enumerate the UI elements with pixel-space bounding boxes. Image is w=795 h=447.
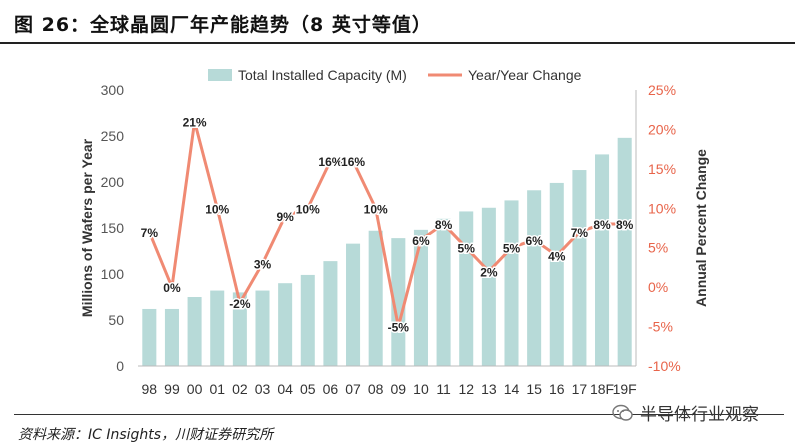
x-tick-label: 09 — [391, 381, 407, 397]
source-note: 资料来源：IC Insights，川财证券研究所 — [18, 427, 274, 443]
data-label: 5% — [458, 242, 476, 256]
bar — [413, 229, 428, 366]
bar — [323, 261, 338, 366]
x-tick-label: 08 — [368, 381, 384, 397]
y-axis-title: Millions of Wafers per Year — [79, 138, 95, 317]
y-tick-label: 0 — [116, 358, 124, 374]
line-layer: 7%0%21%10%-2%3%9%10%16%16%10%-5%6%8%5%2%… — [139, 114, 635, 336]
x-tick-label: 13 — [481, 381, 497, 397]
x-tick-label: 15 — [526, 381, 542, 397]
bar-layer — [142, 137, 632, 366]
y2-tick-label: 0% — [648, 279, 668, 295]
y-tick-label: 150 — [101, 220, 125, 236]
bar — [391, 238, 406, 366]
bar — [549, 182, 564, 366]
legend-label-change: Year/Year Change — [468, 67, 582, 83]
bar — [572, 170, 587, 366]
data-label: 8% — [435, 218, 453, 232]
data-label: 6% — [412, 234, 430, 248]
x-tick-label: 01 — [209, 381, 225, 397]
data-label: 10% — [205, 202, 229, 216]
bar — [617, 137, 632, 366]
bar — [346, 243, 361, 366]
x-tick-label: 10 — [413, 381, 429, 397]
data-label: 10% — [296, 202, 320, 216]
bar — [255, 290, 270, 366]
data-label: 10% — [364, 202, 388, 216]
bar — [368, 230, 383, 366]
data-label: 9% — [276, 210, 294, 224]
capacity-chart: 7%0%21%10%-2%3%9%10%16%16%10%-5%6%8%5%2%… — [79, 67, 709, 397]
data-label: -5% — [388, 321, 410, 335]
data-label: 21% — [183, 116, 207, 130]
title-bar: 图 26：全球晶圆厂年产能趋势（8 英寸等值） — [0, 0, 795, 44]
bar — [481, 207, 496, 366]
y-tick-label: 250 — [101, 128, 125, 144]
y-tick-label: 300 — [101, 82, 125, 98]
data-label: 3% — [254, 257, 272, 271]
y-tick-label: 100 — [101, 266, 125, 282]
y2-tick-label: -5% — [648, 319, 673, 335]
bar — [278, 283, 293, 366]
x-tick-label: 19F — [613, 381, 637, 397]
data-label: 8% — [593, 218, 611, 232]
x-tick-label: 11 — [436, 381, 451, 397]
bar — [187, 297, 202, 366]
watermark: 半导体行业观察 — [612, 400, 759, 425]
x-tick-label: 98 — [142, 381, 158, 397]
data-label: 7% — [141, 226, 159, 240]
bar — [232, 292, 247, 366]
y-tick-label: 50 — [108, 312, 124, 328]
bar — [595, 154, 610, 366]
data-label: 6% — [525, 234, 543, 248]
data-label: 16% — [318, 155, 342, 169]
data-label: 7% — [571, 226, 589, 240]
x-tick-label: 00 — [187, 381, 203, 397]
x-tick-label: 18F — [590, 381, 614, 397]
bar — [164, 308, 179, 366]
data-label: 5% — [503, 242, 521, 256]
x-tick-label: 99 — [164, 381, 180, 397]
y2-tick-label: 10% — [648, 200, 676, 216]
data-label: 16% — [341, 155, 365, 169]
x-tick-label: 14 — [504, 381, 520, 397]
bar — [436, 218, 451, 366]
footer-divider — [14, 414, 784, 415]
x-tick-label: 04 — [277, 381, 293, 397]
bar — [300, 274, 315, 366]
x-tick-label: 05 — [300, 381, 316, 397]
y2-tick-label: 5% — [648, 240, 668, 256]
page-title: 图 26：全球晶圆厂年产能趋势（8 英寸等值） — [14, 14, 432, 36]
x-tick-label: 06 — [323, 381, 339, 397]
bar — [210, 290, 225, 366]
y2-tick-label: 25% — [648, 82, 676, 98]
y2-tick-label: 15% — [648, 161, 676, 177]
y2-tick-label: -10% — [648, 358, 681, 374]
data-label: 4% — [548, 250, 566, 264]
x-tick-label: 03 — [255, 381, 271, 397]
bar — [142, 308, 157, 366]
x-tick-label: 07 — [345, 381, 361, 397]
legend: Total Installed Capacity (M) Year/Year Ch… — [208, 67, 582, 83]
legend-label-capacity: Total Installed Capacity (M) — [238, 67, 407, 83]
bar — [504, 200, 519, 366]
x-tick-label: 16 — [549, 381, 565, 397]
bar — [459, 211, 474, 366]
legend-swatch-bar — [208, 69, 232, 81]
data-label: -2% — [229, 297, 251, 311]
x-tick-label: 12 — [458, 381, 474, 397]
y2-tick-label: 20% — [648, 121, 676, 137]
y-tick-label: 200 — [101, 174, 125, 190]
yoy-change-line — [147, 120, 625, 329]
wechat-icon — [612, 404, 633, 421]
watermark-text: 半导体行业观察 — [640, 405, 759, 425]
x-tick-label: 02 — [232, 381, 248, 397]
data-label: 0% — [163, 281, 181, 295]
data-label: 8% — [616, 218, 634, 232]
x-tick-label: 17 — [572, 381, 588, 397]
axis-layer: 050100150200250300-10%-5%0%5%10%15%20%25… — [79, 82, 709, 397]
y2-axis-title: Annual Percent Change — [693, 149, 709, 307]
bar — [527, 190, 542, 366]
data-label: 2% — [480, 265, 498, 279]
